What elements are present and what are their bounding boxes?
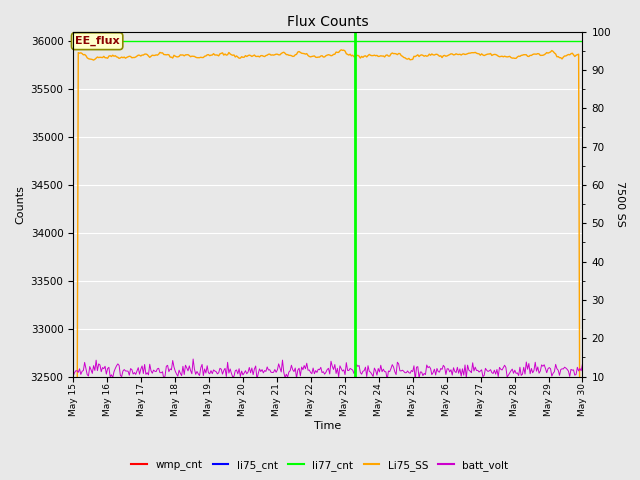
- Y-axis label: Counts: Counts: [15, 185, 25, 224]
- Text: EE_flux: EE_flux: [75, 36, 120, 46]
- Title: Flux Counts: Flux Counts: [287, 15, 369, 29]
- X-axis label: Time: Time: [314, 421, 341, 432]
- Legend: wmp_cnt, li75_cnt, li77_cnt, Li75_SS, batt_volt: wmp_cnt, li75_cnt, li77_cnt, Li75_SS, ba…: [127, 456, 513, 475]
- Y-axis label: 7500 SS: 7500 SS: [615, 181, 625, 227]
